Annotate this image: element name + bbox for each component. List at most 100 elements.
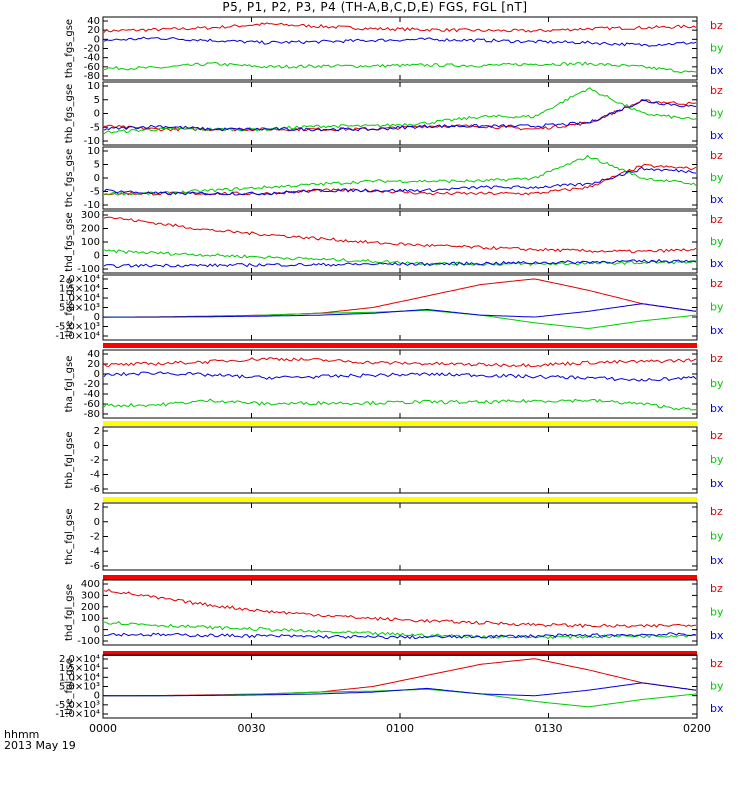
y-tick-label: 0 [94,369,100,380]
series-line-bx [103,99,697,132]
x-axis-date-label: 2013 May 19 [4,739,76,752]
y-tick-label: -4 [90,546,100,557]
quality-flag-bar [103,343,697,348]
series-line-by [103,87,697,135]
y-tick-label: 20 [87,25,100,36]
x-tick-label: 0030 [238,722,266,735]
y-tick-label: 0 [94,517,100,528]
y-axis-label: the_fgs_gse [64,278,75,337]
legend-label-by: by [710,235,724,248]
y-tick-label: 400 [81,579,100,590]
legend-label-bz: bz [710,657,723,670]
y-tick-label: 100 [81,237,100,248]
x-tick-label: 0200 [683,722,711,735]
y-tick-label: 5 [94,95,100,106]
panel-frame [102,349,698,419]
series-line-bx [103,36,697,47]
legend-label-bz: bz [710,505,723,518]
panel-frame [102,16,698,81]
legend-label-bx: bx [710,257,724,270]
y-tick-label: 0 [94,109,100,120]
y-tick-label: 200 [81,224,100,235]
y-tick-label: 0 [94,441,100,452]
x-tick-label: 0100 [386,722,414,735]
quality-flag-bar [103,497,697,502]
y-tick-label: 0 [94,625,100,636]
series-line-by [104,688,697,708]
y-tick-label: 5.0×10³ [59,682,100,693]
panel-frame [102,426,698,494]
series-line-bx [103,371,697,382]
panel-frame [102,654,698,719]
legend-label-bz: bz [710,213,723,226]
legend-label-by: by [710,301,724,314]
y-tick-label: 40 [87,349,100,360]
legend-label-by: by [710,377,724,390]
y-axis-label: the_fgl_gse [64,658,75,715]
legend-label-by: by [710,453,724,466]
y-axis-label: thc_fgl_gse [64,508,75,564]
panel-frame [102,81,698,146]
y-tick-label: -80 [84,409,100,420]
y-tick-label: -80 [84,71,100,82]
y-tick-label: 5.0×10³ [59,303,100,314]
legend-label-bx: bx [710,129,724,142]
y-tick-label: -2 [90,455,100,466]
y-tick-label: 5 [94,160,100,171]
y-tick-label: -5.0×10³ [55,700,100,711]
series-line-by [103,61,697,74]
panel: 2.0×10⁴1.5×10⁴1.0×10⁴5.0×10³0-5.0×10³-1.… [55,654,724,720]
y-tick-label: 200 [81,602,100,613]
panel-frame [102,274,698,341]
y-axis-label: tha_fgl_gse [64,356,75,413]
quality-flag-bar [103,421,697,426]
y-tick-label: -20 [84,44,100,55]
legend-label-by: by [710,680,724,693]
series-line-bx [104,682,697,697]
panel: 2.0×10⁴1.5×10⁴1.0×10⁴5.0×10³0-5.0×10³-1.… [55,274,724,342]
legend-label-bx: bx [710,629,724,642]
y-tick-label: 0 [94,691,100,702]
y-tick-label: 100 [81,613,100,624]
legend-label-bx: bx [710,702,724,715]
series-line-bz [103,22,697,33]
y-tick-label: 0 [94,34,100,45]
y-tick-label: -60 [84,399,100,410]
y-axis-label: thc_fgs_gse [64,149,75,208]
y-tick-label: -20 [84,379,100,390]
legend-label-bx: bx [710,64,724,77]
y-tick-label: 1.5×10⁴ [59,663,100,674]
panel-frame [102,146,698,210]
y-tick-label: 1.0×10⁴ [59,293,100,304]
y-axis-label: tha_fgs_gse [64,19,75,78]
y-tick-label: 0 [94,312,100,323]
y-axis-label: thd_fgl_gse [64,584,75,641]
page-title: P5, P1, P2, P3, P4 (TH-A,B,C,D,E) FGS, F… [222,0,528,14]
legend-label-by: by [710,606,724,619]
series-line-bz [103,216,697,254]
legend-label-bx: bx [710,477,724,490]
legend-label-bz: bz [710,19,723,32]
y-tick-label: 1.0×10⁴ [59,672,100,683]
y-tick-label: -10 [84,200,100,211]
panel: 10 5 0 -5 -10 thc_fgs_gse bz by bx [64,146,724,211]
legend-label-bx: bx [710,554,724,567]
legend-label-bx: bx [710,402,724,415]
y-tick-label: 20 [87,359,100,370]
series-line-bx [103,632,697,640]
quality-flag-bar [103,575,697,580]
y-tick-label: -1.0×10⁴ [55,709,100,720]
y-tick-label: -6 [90,484,100,495]
y-tick-label: -1.0×10⁴ [55,331,100,342]
y-axis-label: thb_fgs_gse [64,84,75,143]
y-axis-label: thd_fgs_gse [64,212,75,271]
y-tick-label: 10 [87,146,100,157]
y-tick-label: 300 [81,590,100,601]
series-line-by [104,309,697,329]
series-line-bz [103,163,697,196]
legend-label-bz: bz [710,149,723,162]
legend-label-bx: bx [710,193,724,206]
